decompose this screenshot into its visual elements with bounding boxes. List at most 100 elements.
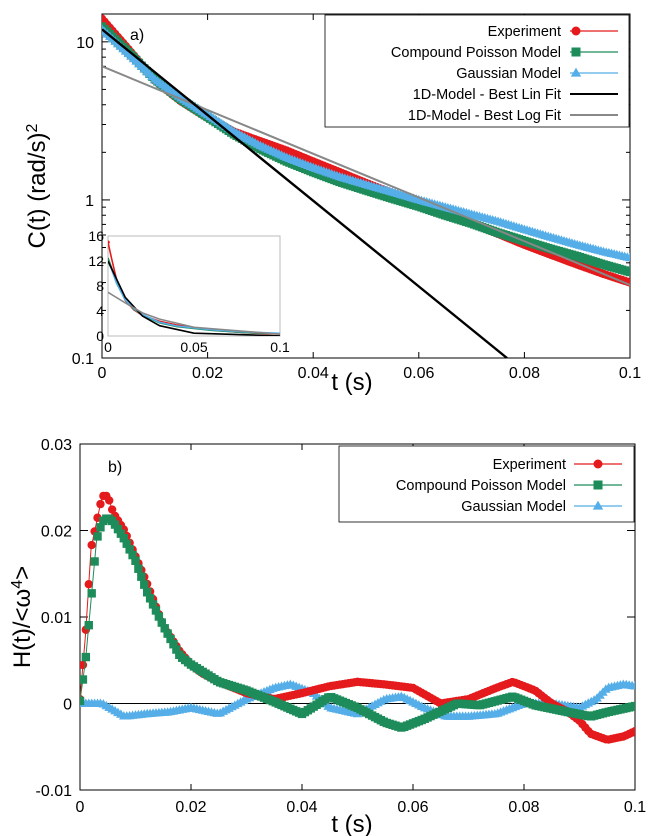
data-point <box>630 726 635 736</box>
panel-b-y-label: H(t)/<ω4> <box>9 566 37 668</box>
data-point <box>166 634 175 644</box>
series-1d-model-best-lin-fit <box>102 28 508 358</box>
data-point <box>134 564 143 573</box>
data-point <box>625 267 630 277</box>
x-tick-label: 0.08 <box>509 365 540 382</box>
data-point <box>630 681 635 690</box>
panel-a-x-label: t (s) <box>331 369 372 396</box>
series-1d-model-best-log-fit <box>102 65 630 286</box>
x-tick-label: 0.02 <box>175 799 206 816</box>
legend-label: Gaussian Model <box>456 66 561 82</box>
x-tick-label: 0.08 <box>508 799 539 816</box>
legend-marker <box>571 47 581 57</box>
inset-x-tick-label: 0 <box>104 339 112 355</box>
inset-series-1d-model-best-log-fit <box>108 291 280 335</box>
legend-label: 1D-Model - Best Lin Fit <box>413 87 561 103</box>
panel-a-frame <box>101 13 631 359</box>
data-point <box>163 629 172 638</box>
data-point <box>80 696 85 706</box>
panel-b-legend-box <box>338 445 635 523</box>
data-point <box>151 606 161 615</box>
data-point <box>116 529 126 538</box>
legend-label: Compound Poisson Model <box>391 45 561 61</box>
data-point <box>131 556 140 565</box>
x-tick-label: 0.04 <box>298 365 329 382</box>
inset-y-tick-label: 0 <box>96 328 104 344</box>
data-point <box>87 540 96 550</box>
y-tick-label: 0.03 <box>41 437 72 454</box>
data-point <box>625 252 630 262</box>
data-point <box>137 572 146 581</box>
series-gaussian-model <box>80 679 635 720</box>
legend-label: Experiment <box>488 24 561 40</box>
data-point <box>113 524 123 534</box>
inset-y-tick-label: 8 <box>96 278 104 294</box>
data-point <box>157 618 166 627</box>
x-tick-label: 0.06 <box>397 799 428 816</box>
data-point <box>128 550 137 560</box>
y-tick-label: 0.1 <box>72 351 94 368</box>
panel-a-series <box>102 14 630 358</box>
data-point <box>630 701 635 711</box>
inset-series <box>108 240 280 336</box>
data-point <box>145 594 155 603</box>
inset-x-tick-label: 0.1 <box>270 339 290 355</box>
data-point <box>107 505 117 514</box>
inset-data-point <box>108 240 110 245</box>
panel-b-tag: b) <box>108 459 122 476</box>
data-point <box>172 645 181 654</box>
inset-series-1d-model-best-lin-fit <box>108 260 280 336</box>
legend-marker <box>593 480 603 490</box>
inset-y-tick-label: 12 <box>88 253 104 269</box>
legend-marker <box>592 500 604 510</box>
panel-b-x-label: t (s) <box>331 811 372 836</box>
x-tick-label: 0.1 <box>624 799 646 816</box>
legend-marker <box>570 67 582 77</box>
inset-x-tick-label: 0.05 <box>180 339 207 355</box>
data-point <box>93 532 102 541</box>
panel-b-series <box>80 491 635 744</box>
series-line <box>102 65 630 286</box>
inset-frame <box>107 235 281 337</box>
legend-marker <box>593 459 603 469</box>
x-tick-label: 0.1 <box>619 365 641 382</box>
series-line <box>102 28 508 358</box>
data-point <box>122 539 131 548</box>
panel-a-y-label: C(t) (rad/s)2 <box>24 123 52 248</box>
y-tick-label: 0 <box>63 697 72 714</box>
y-tick-label: 0.01 <box>41 610 72 627</box>
data-point <box>90 557 99 566</box>
data-point <box>154 612 164 621</box>
y-tick-label: 10 <box>76 35 94 52</box>
y-tick-label: 0.02 <box>41 524 72 541</box>
data-point <box>84 580 93 589</box>
x-tick-label: 0.06 <box>403 365 434 382</box>
data-point <box>160 624 169 633</box>
y-tick-label: 1 <box>85 193 94 210</box>
data-point <box>81 652 91 662</box>
data-point <box>84 620 93 630</box>
x-tick-label: 0 <box>98 365 107 382</box>
y-tick-label: -0.01 <box>36 783 73 800</box>
panel-a-axis-ticks: 0 0.02 0.04 0.06 0.08 0.1 0.1 1 10 <box>72 14 641 382</box>
inset-series-gaussian-model <box>108 260 280 335</box>
x-tick-label: 0.02 <box>192 365 223 382</box>
data-point <box>96 523 105 532</box>
panel-b-legend: Experiment Compound Poisson Model Gaussian… <box>338 445 635 523</box>
data-point <box>110 520 120 529</box>
data-point <box>140 580 149 589</box>
x-tick-label: 0.04 <box>286 799 317 816</box>
data-point <box>105 496 114 505</box>
data-point <box>148 600 158 609</box>
data-point <box>169 640 178 649</box>
data-point <box>142 588 152 597</box>
data-point <box>80 675 88 684</box>
series-compound-poisson-model <box>80 514 635 732</box>
legend-label: 1D-Model - Best Log Fit <box>408 108 561 124</box>
panel-a-legend: Experiment Compound Poisson Model Gaussian… <box>324 14 630 128</box>
legend-marker <box>571 26 581 36</box>
